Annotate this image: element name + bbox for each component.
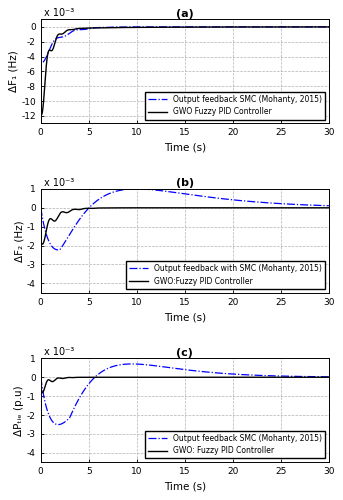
Line: Output feedback SMC (Mohanty, 2015): Output feedback SMC (Mohanty, 2015) <box>41 27 329 64</box>
X-axis label: Time (s): Time (s) <box>164 312 206 322</box>
Output feedback SMC (Mohanty, 2015) <box>39 61 43 67</box>
GWO: Fuzzy PID Controller: (5.21, -1.25e-06): Fuzzy PID Controller: (5.21, -1.25e-06) <box>89 374 93 380</box>
Line: GWO:Fuzzy PID Controller: GWO:Fuzzy PID Controller <box>41 208 329 244</box>
GWO: Fuzzy PID Controller: (30, -9.73e-20): Fuzzy PID Controller: (30, -9.73e-20) <box>327 374 331 380</box>
GWO: Fuzzy PID Controller: (12.8, -2.2e-10): Fuzzy PID Controller: (12.8, -2.2e-10) <box>162 374 166 380</box>
X-axis label: Time (s): Time (s) <box>164 143 206 153</box>
Output feedback SMC (Mohanty, 2015) <box>130 361 134 367</box>
GWO Fuzzy PID Controller <box>39 112 43 118</box>
GWO: Fuzzy PID Controller: (0.16, -0.000814): Fuzzy PID Controller: (0.16, -0.000814) <box>40 390 44 396</box>
GWO Fuzzy PID Controller <box>327 24 331 30</box>
Line: GWO Fuzzy PID Controller: GWO Fuzzy PID Controller <box>41 27 329 115</box>
Output feedback SMC (Mohanty, 2015) <box>89 378 93 384</box>
Output feedback with SMC (Mohanty, 2015) <box>89 203 93 209</box>
Output feedback SMC (Mohanty, 2015) <box>290 374 294 380</box>
Text: x 10⁻³: x 10⁻³ <box>44 178 74 188</box>
GWO Fuzzy PID Controller <box>321 24 326 30</box>
Output feedback SMC (Mohanty, 2015) <box>321 24 326 30</box>
Title: (b): (b) <box>176 178 194 188</box>
Output feedback SMC (Mohanty, 2015) <box>149 24 153 30</box>
Output feedback with SMC (Mohanty, 2015) <box>321 202 326 208</box>
GWO Fuzzy PID Controller <box>162 24 166 30</box>
Output feedback SMC (Mohanty, 2015) <box>327 24 331 30</box>
Text: x 10⁻³: x 10⁻³ <box>44 8 74 18</box>
Output feedback SMC (Mohanty, 2015) <box>72 406 76 412</box>
GWO:Fuzzy PID Controller <box>89 206 93 212</box>
Line: Output feedback with SMC (Mohanty, 2015): Output feedback with SMC (Mohanty, 2015) <box>41 189 329 250</box>
GWO: Fuzzy PID Controller: (26.2, -1.61e-17): Fuzzy PID Controller: (26.2, -1.61e-17) <box>290 374 294 380</box>
GWO:Fuzzy PID Controller <box>162 205 166 211</box>
Output feedback SMC (Mohanty, 2015) <box>162 24 166 30</box>
Output feedback SMC (Mohanty, 2015) <box>56 422 60 428</box>
Output feedback SMC (Mohanty, 2015) <box>72 28 76 34</box>
Output feedback SMC (Mohanty, 2015) <box>327 374 331 380</box>
GWO: Fuzzy PID Controller: (0, 0): Fuzzy PID Controller: (0, 0) <box>39 374 43 380</box>
GWO:Fuzzy PID Controller <box>327 205 331 211</box>
Legend: Output feedback with SMC (Mohanty, 2015), GWO:Fuzzy PID Controller: Output feedback with SMC (Mohanty, 2015)… <box>126 261 325 289</box>
Output feedback with SMC (Mohanty, 2015) <box>56 247 60 253</box>
Y-axis label: ΔF₂ (Hz): ΔF₂ (Hz) <box>14 220 24 262</box>
GWO Fuzzy PID Controller <box>72 26 76 32</box>
GWO Fuzzy PID Controller <box>149 24 153 30</box>
Output feedback with SMC (Mohanty, 2015) <box>162 188 166 194</box>
Y-axis label: ΔPₜᵢₑ (p.u): ΔPₜᵢₑ (p.u) <box>14 385 24 436</box>
GWO:Fuzzy PID Controller <box>290 205 294 211</box>
Output feedback with SMC (Mohanty, 2015) <box>72 225 76 231</box>
Title: (a): (a) <box>176 8 194 18</box>
GWO:Fuzzy PID Controller <box>321 205 326 211</box>
Output feedback SMC (Mohanty, 2015) <box>89 26 93 32</box>
GWO:Fuzzy PID Controller <box>40 241 44 247</box>
X-axis label: Time (s): Time (s) <box>164 482 206 492</box>
Output feedback SMC (Mohanty, 2015) <box>39 374 43 380</box>
GWO: Fuzzy PID Controller: (3.43, -1.7e-05): Fuzzy PID Controller: (3.43, -1.7e-05) <box>72 374 76 380</box>
Output feedback with SMC (Mohanty, 2015) <box>39 205 43 211</box>
Output feedback SMC (Mohanty, 2015) <box>290 24 294 30</box>
Output feedback SMC (Mohanty, 2015) <box>162 364 166 370</box>
Text: x 10⁻³: x 10⁻³ <box>44 348 74 358</box>
Y-axis label: ΔF₁ (Hz): ΔF₁ (Hz) <box>8 50 18 92</box>
GWO Fuzzy PID Controller <box>89 25 93 31</box>
Legend: Output feedback SMC (Mohanty, 2015), GWO Fuzzy PID Controller: Output feedback SMC (Mohanty, 2015), GWO… <box>145 92 325 120</box>
Output feedback with SMC (Mohanty, 2015) <box>327 202 331 208</box>
Output feedback SMC (Mohanty, 2015) <box>154 24 158 30</box>
Output feedback SMC (Mohanty, 2015) <box>39 24 43 30</box>
GWO: Fuzzy PID Controller: (29.4, -4.16e-19): Fuzzy PID Controller: (29.4, -4.16e-19) <box>321 374 326 380</box>
Legend: Output feedback SMC (Mohanty, 2015), GWO: Fuzzy PID Controller: Output feedback SMC (Mohanty, 2015), GWO… <box>145 430 325 458</box>
GWO Fuzzy PID Controller <box>290 24 294 30</box>
Output feedback SMC (Mohanty, 2015) <box>149 362 153 368</box>
GWO: Fuzzy PID Controller: (11.5, -6.88e-10): Fuzzy PID Controller: (11.5, -6.88e-10) <box>149 374 153 380</box>
Output feedback SMC (Mohanty, 2015) <box>321 374 326 380</box>
Line: GWO: Fuzzy PID Controller: GWO: Fuzzy PID Controller <box>41 377 329 392</box>
GWO Fuzzy PID Controller <box>39 24 43 30</box>
Line: Output feedback SMC (Mohanty, 2015): Output feedback SMC (Mohanty, 2015) <box>41 364 329 424</box>
Title: (c): (c) <box>176 348 193 358</box>
GWO:Fuzzy PID Controller <box>72 206 76 212</box>
Output feedback with SMC (Mohanty, 2015) <box>149 186 153 192</box>
GWO:Fuzzy PID Controller <box>39 205 43 211</box>
Output feedback with SMC (Mohanty, 2015) <box>290 202 294 207</box>
Output feedback with SMC (Mohanty, 2015) <box>134 186 139 192</box>
GWO:Fuzzy PID Controller <box>149 205 153 211</box>
